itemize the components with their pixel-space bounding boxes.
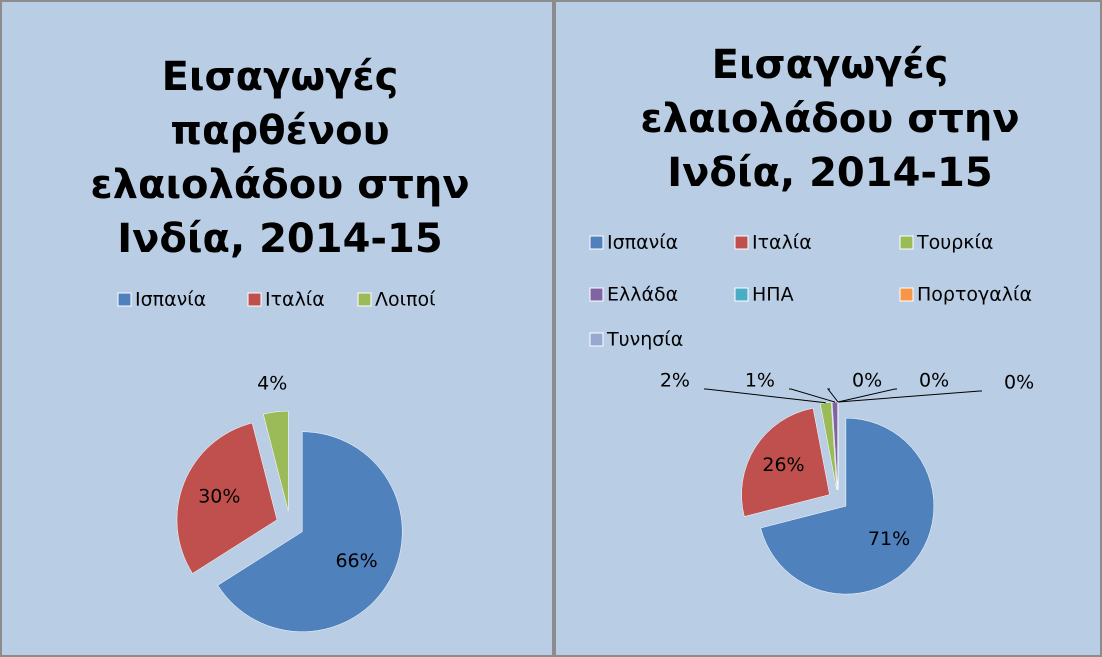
legend-marker — [117, 292, 132, 307]
leader-line — [826, 388, 839, 403]
pie-slice — [760, 417, 935, 595]
legend-marker — [589, 287, 604, 302]
data-label: 30% — [198, 486, 240, 508]
data-label: 0% — [852, 370, 882, 392]
legend-marker — [357, 292, 372, 307]
leader-line — [837, 390, 982, 403]
data-label: 2% — [660, 370, 690, 392]
pie-slice — [263, 410, 289, 512]
pie-slice — [176, 422, 278, 574]
legend-label: Ιταλία — [752, 232, 812, 254]
legend-marker — [589, 332, 604, 347]
panel-border — [554, 0, 1102, 657]
leader-line — [789, 388, 836, 403]
leader-line — [704, 388, 826, 404]
leader-line — [837, 388, 897, 403]
legend-marker — [899, 287, 914, 302]
data-label: 0% — [1004, 372, 1034, 394]
chart-title: Εισαγωγές ελαιολάδου στην Ινδία, 2014-15 — [640, 42, 1020, 196]
chart-title: Εισαγωγές παρθένου ελαιολάδου στην Ινδία… — [90, 54, 470, 262]
data-label: 4% — [257, 373, 287, 395]
data-label: 71% — [868, 528, 910, 550]
data-label: 0% — [919, 370, 949, 392]
legend-label: Λοιποί — [375, 289, 436, 311]
legend-label: Ισπανία — [607, 232, 678, 254]
data-label: 1% — [745, 370, 775, 392]
data-label: 66% — [335, 550, 377, 572]
legend-marker — [589, 235, 604, 250]
legend-label: ΗΠΑ — [752, 284, 794, 306]
legend-label: Πορτογαλία — [917, 284, 1032, 306]
legend-marker — [899, 235, 914, 250]
legend-label: Τουρκία — [916, 232, 993, 254]
panel-border — [0, 0, 554, 657]
legend-label: Ιταλία — [265, 289, 325, 311]
pie-slice — [217, 431, 403, 632]
legend-label: Τυνησία — [606, 329, 683, 351]
data-label: 26% — [762, 454, 804, 476]
legend-marker — [734, 235, 749, 250]
legend-marker — [247, 292, 262, 307]
legend-label: Ισπανία — [135, 289, 206, 311]
legend-marker — [734, 287, 749, 302]
pie-slice — [741, 407, 830, 517]
legend-label: Ελλάδα — [607, 284, 678, 306]
